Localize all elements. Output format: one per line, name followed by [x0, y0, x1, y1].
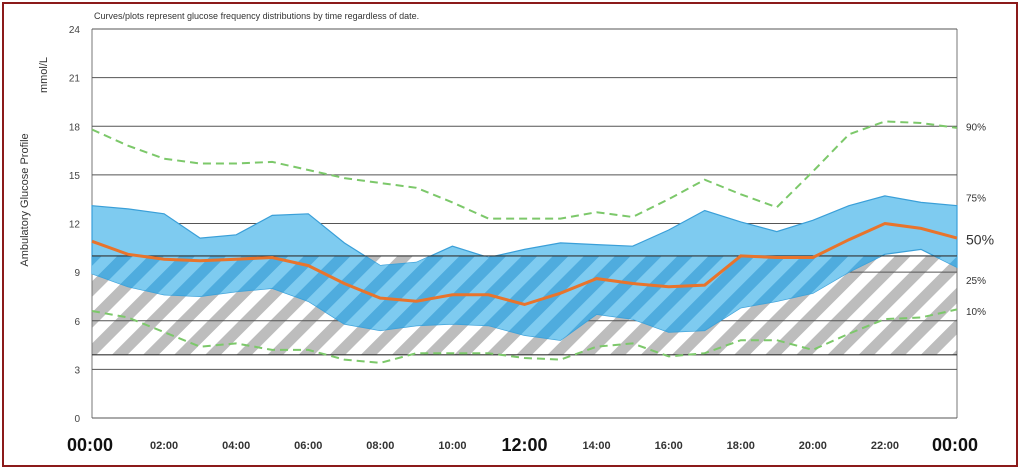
x-tick-6: 12:00 [501, 435, 547, 455]
percentile-label-25: 25% [966, 276, 986, 287]
series-90-line [91, 120, 958, 220]
percentile-lines [91, 120, 958, 364]
x-tick-4: 08:00 [366, 440, 394, 452]
y-tick-24: 24 [69, 25, 81, 36]
percentile-label-50: 50% [966, 232, 994, 248]
x-tick-3: 06:00 [294, 440, 322, 452]
x-tick-11: 22:00 [871, 440, 899, 452]
iqr-band [91, 195, 958, 356]
y-tick-3: 3 [74, 365, 80, 376]
x-tick-8: 16:00 [655, 440, 683, 452]
x-tick-1: 02:00 [150, 440, 178, 452]
iqr-band-in-target [92, 255, 957, 341]
y-tick-12: 12 [69, 220, 81, 231]
y-tick-9: 9 [74, 268, 80, 279]
y-tick-15: 15 [69, 171, 81, 182]
percentile-label-10: 10% [966, 307, 986, 318]
x-tick-10: 20:00 [799, 440, 827, 452]
x-tick-5: 10:00 [438, 440, 466, 452]
chart-note: Curves/plots represent glucose frequency… [94, 11, 419, 21]
percentile-label-90: 90% [966, 122, 986, 133]
x-tick-7: 14:00 [583, 440, 611, 452]
x-tick-2: 04:00 [222, 440, 250, 452]
series-50-line [91, 221, 958, 307]
y-tick-18: 18 [69, 122, 81, 133]
series-10-line [91, 308, 958, 364]
y-tick-21: 21 [69, 74, 81, 85]
y-axis-label: Ambulatory Glucose Profile [19, 133, 31, 266]
y-tick-0: 0 [74, 414, 80, 425]
percentile-label-75: 75% [966, 194, 986, 205]
x-tick-12: 00:00 [932, 435, 978, 455]
percentile-labels: 90% 75% 50% 25% 10% [966, 122, 994, 318]
outer-frame [2, 2, 1018, 467]
x-tick-9: 18:00 [727, 440, 755, 452]
y-tick-6: 6 [74, 317, 80, 328]
y-tick-labels: 24 21 18 15 12 9 6 3 0 [69, 25, 81, 425]
x-tick-0: 00:00 [67, 435, 113, 455]
unit-label: mmol/L [38, 57, 50, 93]
x-tick-labels: 00:00 02:00 04:00 06:00 08:00 10:00 12:00 14:00… [67, 435, 978, 455]
